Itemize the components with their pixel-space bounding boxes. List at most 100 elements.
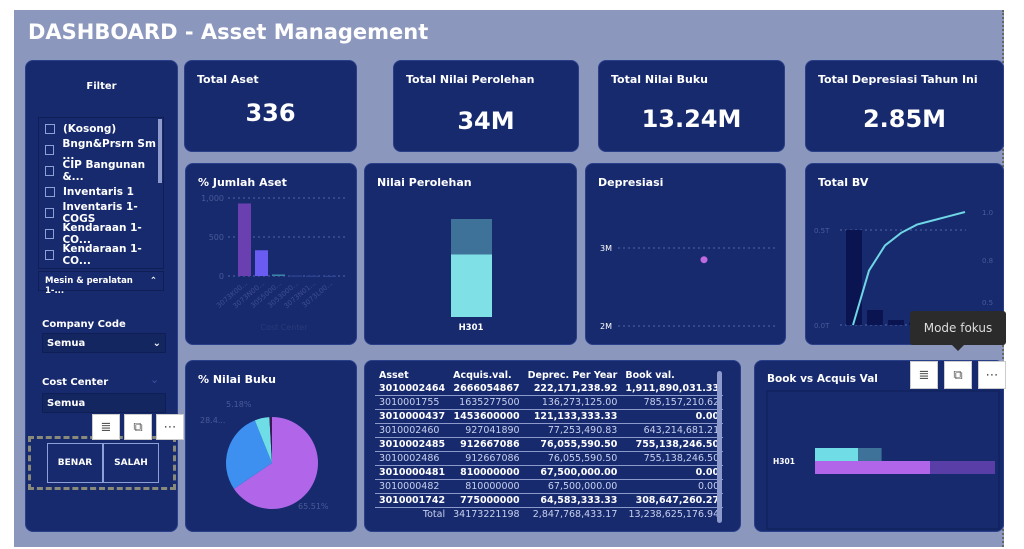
checkbox-icon[interactable] [45,228,55,239]
chart-depresiasi[interactable]: Depresiasi 3M 2M [585,163,786,345]
pie-data-label: 5.18% [226,400,252,409]
stacked-bar-segment [451,254,492,317]
table-cell: 775000000 [449,493,524,508]
table-row[interactable]: 3010000481 810000000 67,500,000.00 0.00 [375,465,724,480]
chart-jumlah-aset[interactable]: % Jumlah Aset 1,000 500 0 3073K00... 3073N00.… [185,163,357,345]
more-options-icon[interactable]: ⋯ [156,414,184,440]
chart-nilai-perolehan[interactable]: Nilai Perolehan H301 [364,163,577,345]
table-cell: 77,253,490.83 [523,423,622,438]
checkbox-icon[interactable] [45,165,55,176]
table-cell: 121,133,333.33 [523,409,622,424]
focus-mode-icon[interactable]: ⧉ [124,414,152,440]
checkbox-icon[interactable] [45,207,55,218]
cumulative-line [852,211,966,326]
table-cell: 0.00 [621,465,724,480]
column-header[interactable]: Deprec. Per Year [527,370,618,381]
pie-slice [233,417,318,509]
filter-icon[interactable]: ≣ [910,361,938,389]
table-cell: 64,583,333.33 [523,493,622,508]
column-header[interactable]: Book val. [625,370,675,381]
kpi-total-depresiasi: Total Depresiasi Tahun Ini 2.85M [805,60,1004,152]
table-cell: 0.00 [621,409,724,424]
column-header[interactable]: Acquis.val. [453,370,512,381]
table-row[interactable]: 3010001742 775000000 64,583,333.33 308,647,… [375,493,724,508]
y-tick-label: 500 [209,233,224,242]
tooltip-arrow [952,345,964,357]
checkbox-icon[interactable] [45,249,55,260]
chart-nilai-buku[interactable]: % Nilai Buku 65.51% 28.4... 5.18% [185,360,357,532]
total-cell: 2,847,768,433.17 [532,509,618,520]
filter-selected[interactable]: Mesin & peralatan 1-... ⌃ [38,271,164,296]
y-tick-label: 0.0T [814,322,830,330]
y2-tick-label: 0.5 [982,299,993,307]
filter-item[interactable]: Inventaris 1 [39,181,163,202]
tooltip-mode-fokus: Mode fokus [910,311,1006,345]
table-cell: 76,055,590.50 [523,437,622,452]
table-row[interactable]: 3010000482 810000000 67,500,000.00 0.00 [375,479,724,494]
table-row[interactable]: 3010001755 1635277500 136,273,125.00 785,15… [375,395,724,410]
bar [867,310,883,325]
filter-list[interactable]: (Kosong) Bngn&Prsrn Sm ... CIP Bangunan &.… [38,117,164,269]
filter-item[interactable]: (Kosong) [39,118,163,139]
filter-item-label: CIP Bangunan &... [62,158,146,183]
x-axis-label: Cost Center [260,323,308,332]
table-cell: 912667086 [449,437,524,452]
table-cell: 3010002464 [375,382,450,396]
total-cell: 34173221198 [453,509,520,520]
pie-slice [269,417,272,463]
table-cell: 3010000482 [375,479,450,494]
page-title: DASHBOARD - Asset Management [28,20,429,44]
kpi-total-nilai-perolehan: Total Nilai Perolehan 34M [393,60,579,152]
table-row[interactable]: 3010002460 927041890 77,253,490.83 643,214,… [375,423,724,438]
cost-center-dropdown[interactable]: Semua [42,393,166,413]
y-tick-label: 1,000 [201,194,224,203]
filter-item-label: Inventaris 1 [63,185,134,198]
table-cell: 3010000437 [375,409,450,424]
table-cell: 1635277500 [449,395,524,410]
cost-center-label: Cost Center [42,377,109,388]
data-point [700,256,708,264]
table-total-row: Total 34173221198 2,847,768,433.17 13,238,6… [375,508,723,522]
filter-item[interactable]: Kendaraan 1-CO... [39,222,163,246]
checkbox-icon[interactable] [45,123,55,134]
column-header[interactable]: Asset [379,370,409,381]
filter-icon[interactable]: ≣ [92,414,120,440]
table-cell: 67,500,000.00 [523,479,622,494]
filter-panel: Filter (Kosong) Bngn&Prsrn Sm ... CIP Bang… [25,60,178,532]
table-row[interactable]: 3010002464 2666054867 222,171,238.92 1,911,… [375,382,724,396]
filter-item-label: (Kosong) [63,122,117,135]
table-cell: 3010002460 [375,423,450,438]
salah-button[interactable]: SALAH [103,443,159,483]
filter-item[interactable]: Inventaris 1-COGS [39,201,163,225]
filter-scrollbar[interactable] [158,119,162,183]
table-scrollbar[interactable] [717,371,722,523]
filter-item[interactable]: Kendaraan 1-CO... [39,243,163,267]
y-tick-label: 3M [600,244,612,253]
benar-button[interactable]: BENAR [47,443,103,483]
pie-slice [226,420,272,489]
table-cell: 3010000481 [375,465,450,480]
chevron-up-icon: ⌃ [149,276,157,286]
table-cell: 0.00 [621,479,724,494]
total-cell: Total [422,509,446,520]
x-tick-label: H301 [459,323,484,333]
more-options-icon[interactable]: ⋯ [978,361,1006,389]
table-row[interactable]: 3010002485 912667086 76,055,590.50 755,138,… [375,437,724,452]
stacked-bar-segment [451,219,492,255]
asset-table-panel: Asset Acquis.val. Deprec. Per Year Book val… [364,360,741,532]
filter-item[interactable]: Bngn&Prsrn Sm ... [39,138,163,162]
table-cell: 3010001755 [375,395,450,410]
company-code-dropdown[interactable]: Semua ⌄ [42,333,166,353]
table-cell: 76,055,590.50 [523,451,622,466]
total-cell: 13,238,625,176.94 [628,509,720,520]
bar [255,250,268,276]
company-code-label: Company Code [42,319,126,330]
checkbox-icon[interactable] [45,144,55,155]
focus-mode-icon[interactable]: ⧉ [944,361,972,389]
table-cell: 308,647,260.27 [621,493,724,508]
checkbox-icon[interactable] [45,186,55,197]
table-row[interactable]: 3010000437 1453600000 121,133,333.33 0.00 [375,409,724,424]
table-row[interactable]: 3010002486 912667086 76,055,590.50 755,138,… [375,451,724,466]
filter-item[interactable]: CIP Bangunan &... [39,158,163,183]
table-cell: 136,273,125.00 [523,395,622,410]
